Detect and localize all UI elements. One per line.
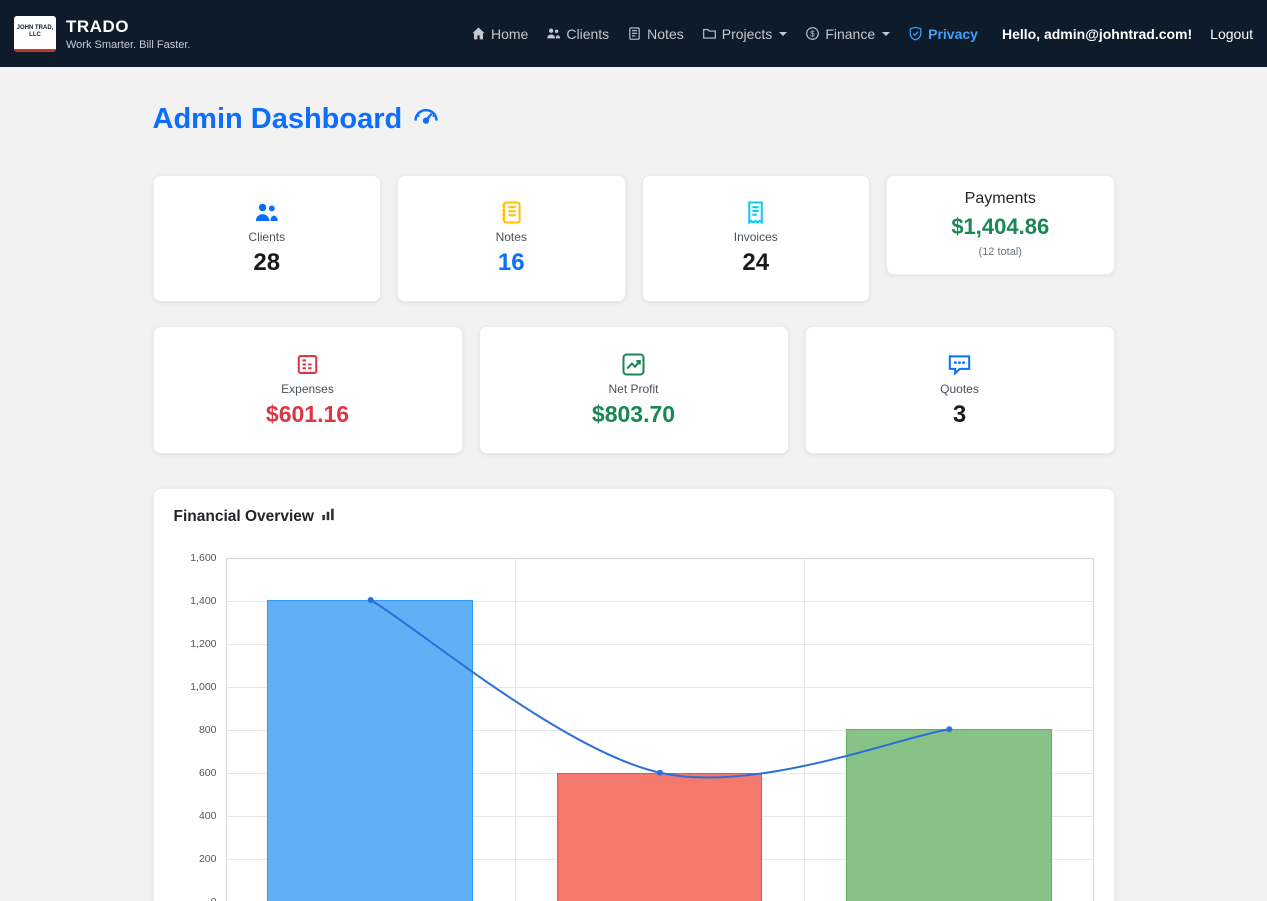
speedometer-icon xyxy=(412,101,440,137)
brand-logo[interactable]: JOHN TRAD, LLC TRADO Work Smarter. Bill … xyxy=(14,15,191,52)
invoices-card: Invoices 24 xyxy=(641,175,870,302)
notes-icon xyxy=(627,26,642,41)
card-label: Invoices xyxy=(733,230,778,244)
chart-plot-area xyxy=(225,558,1094,901)
nav-item-clients[interactable]: Clients xyxy=(546,26,609,42)
chevron-down-icon xyxy=(882,31,891,36)
gridline xyxy=(804,558,806,901)
logout-link[interactable]: Logout xyxy=(1210,25,1253,42)
card-subtext: (12 total) xyxy=(978,246,1022,258)
nav-item-notes[interactable]: Notes xyxy=(627,26,684,42)
expense-receipt-icon xyxy=(295,352,320,377)
y-tick-label: 600 xyxy=(198,767,217,779)
top-navbar: JOHN TRAD, LLC TRADO Work Smarter. Bill … xyxy=(0,0,1267,67)
nav-item-label: Notes xyxy=(647,25,684,42)
financial-overview-card: Financial Overview 0 200 400 600 800 1,000 1,2… xyxy=(152,488,1115,901)
y-tick-label: 1,000 xyxy=(190,681,217,693)
y-tick-label: 0 xyxy=(211,896,217,901)
nav-item-label: Clients xyxy=(566,25,610,42)
bar-net-profit xyxy=(846,729,1052,901)
card-value: $601.16 xyxy=(265,401,350,427)
people-icon xyxy=(546,26,561,41)
trend-point xyxy=(656,769,663,776)
stats-row-2: Expenses $601.16 Net Profit $803.70 Quot… xyxy=(152,326,1115,454)
clients-card: Clients 28 xyxy=(152,175,381,302)
card-label: Quotes xyxy=(940,381,979,396)
y-axis: 0 200 400 600 800 1,000 1,200 1,400 1,600 xyxy=(174,552,226,901)
home-icon xyxy=(471,26,486,41)
card-label: Expenses xyxy=(281,382,334,396)
bar-expenses xyxy=(556,772,763,901)
y-tick-label: 800 xyxy=(198,724,217,736)
brand-title: TRADO xyxy=(66,16,129,36)
card-value: 28 xyxy=(253,249,281,276)
gridline xyxy=(225,644,1094,645)
gridline xyxy=(225,601,1094,602)
nav-item-finance[interactable]: $ Finance xyxy=(805,25,891,42)
trend-point xyxy=(945,726,952,733)
gridline xyxy=(225,558,1094,559)
y-tick-label: 400 xyxy=(198,810,217,822)
card-label: Payments xyxy=(964,190,1036,207)
nav-item-label: Home xyxy=(491,25,529,42)
nav-item-label: Privacy xyxy=(928,25,978,42)
section-title: Financial Overview xyxy=(174,507,1094,526)
graph-up-icon xyxy=(621,352,646,377)
net-profit-card: Net Profit $803.70 xyxy=(478,326,789,454)
card-value: 24 xyxy=(742,249,770,276)
y-tick-label: 1,400 xyxy=(190,595,217,607)
page-title: Admin Dashboard xyxy=(153,101,1115,137)
stats-row-1: Clients 28 Notes 16 Invoices 24 Payments… xyxy=(152,175,1115,302)
cash-coin-icon: $ xyxy=(805,26,820,41)
section-title-text: Financial Overview xyxy=(173,507,314,525)
nav-item-home[interactable]: Home xyxy=(471,26,528,42)
card-label: Clients xyxy=(248,230,286,244)
quotes-card: Quotes 3 xyxy=(804,326,1115,454)
trend-line-path xyxy=(369,599,949,779)
card-value: $1,404.86 xyxy=(951,214,1050,239)
nav-item-projects[interactable]: Projects xyxy=(702,26,788,42)
y-tick-label: 200 xyxy=(198,853,217,865)
journal-icon xyxy=(499,200,524,225)
chevron-down-icon xyxy=(779,31,788,36)
gridline xyxy=(225,730,1094,731)
expenses-card: Expenses $601.16 xyxy=(152,326,463,454)
nav-item-label: Projects xyxy=(721,25,773,42)
card-label: Net Profit xyxy=(608,382,659,396)
shield-icon xyxy=(908,26,923,41)
receipt-icon xyxy=(743,200,768,225)
folder-icon xyxy=(702,26,717,41)
notes-card: Notes 16 xyxy=(397,175,626,302)
trend-line xyxy=(367,596,952,779)
gridline xyxy=(514,558,516,901)
card-value: 3 xyxy=(952,400,967,428)
page-title-text: Admin Dashboard xyxy=(152,102,403,135)
gridline xyxy=(225,687,1094,688)
chat-quote-icon xyxy=(947,352,972,377)
gridline xyxy=(225,558,227,901)
company-logo: JOHN TRAD, LLC xyxy=(14,15,56,52)
card-label: Notes xyxy=(495,230,527,244)
card-value: $803.70 xyxy=(591,401,676,427)
gridline xyxy=(1092,558,1094,901)
trend-point xyxy=(367,596,374,603)
payments-card: Payments $1,404.86 (12 total) xyxy=(886,175,1115,275)
nav-item-label: Finance xyxy=(825,25,876,42)
svg-text:$: $ xyxy=(811,29,816,38)
y-tick-label: 1,200 xyxy=(190,638,217,650)
y-tick-label: 1,600 xyxy=(190,552,217,564)
card-value: 16 xyxy=(497,249,525,276)
bar-chart-icon xyxy=(321,507,335,526)
brand-subtitle: Work Smarter. Bill Faster. xyxy=(66,38,191,51)
nav-item-privacy[interactable]: Privacy xyxy=(908,26,978,42)
people-icon xyxy=(254,200,279,225)
user-greeting: Hello, admin@johntrad.com! xyxy=(1001,25,1193,42)
